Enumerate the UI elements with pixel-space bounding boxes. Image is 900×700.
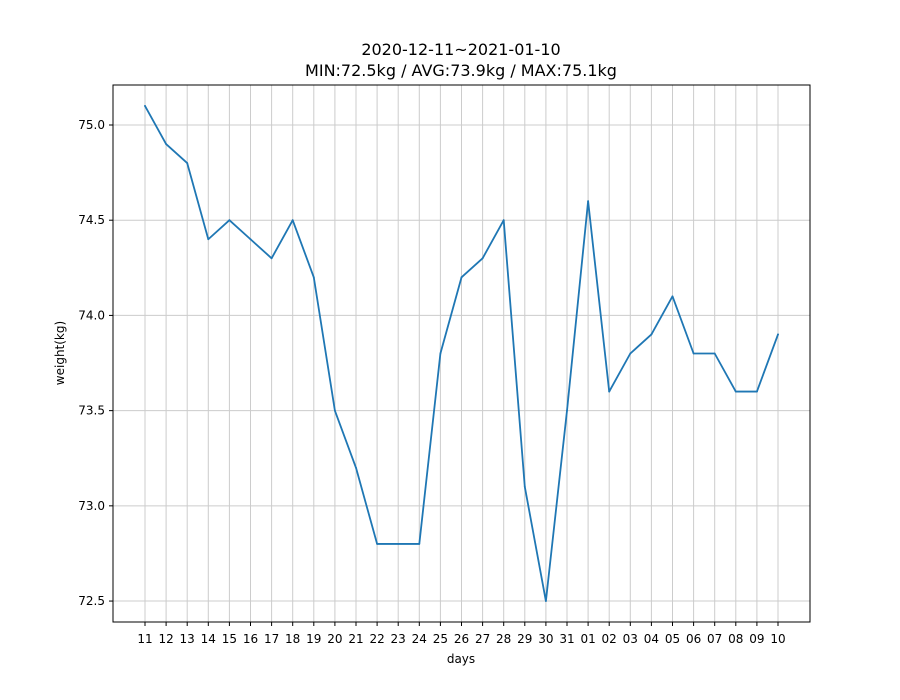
data-point — [418, 543, 421, 545]
x-tick-label: 14 — [201, 632, 216, 646]
grid-lines — [113, 85, 810, 622]
data-point — [545, 600, 547, 602]
data-point — [207, 238, 210, 241]
y-tick-label: 73.0 — [78, 499, 105, 513]
data-point — [777, 333, 779, 336]
x-tick-label: 11 — [137, 632, 152, 646]
data-point — [650, 333, 653, 336]
x-tick-label: 02 — [602, 632, 617, 646]
x-tick-label: 27 — [475, 632, 490, 646]
chart-title-line-2: MIN:72.5kg / AVG:73.9kg / MAX:75.1kg — [305, 61, 617, 80]
y-tick-label: 73.5 — [78, 404, 105, 418]
data-point — [608, 390, 611, 393]
data-point — [502, 219, 505, 222]
data-point — [671, 295, 674, 298]
data-point — [355, 466, 357, 469]
data-point — [523, 485, 526, 488]
x-tick-label: 09 — [749, 632, 764, 646]
x-tick-label: 31 — [559, 632, 574, 646]
data-point — [270, 257, 273, 260]
x-tick-label: 05 — [665, 632, 680, 646]
data-point — [439, 352, 442, 355]
x-tick-label: 24 — [412, 632, 427, 646]
data-point — [756, 390, 758, 393]
x-tick-label: 01 — [580, 632, 595, 646]
y-axis-ticks: 72.5 73.0 73.5 74.0 74.5 75.0 — [78, 118, 113, 608]
data-point — [228, 219, 231, 222]
data-point — [460, 276, 463, 279]
y-tick-label: 74.5 — [78, 213, 105, 227]
x-tick-label: 17 — [264, 632, 279, 646]
y-tick-label: 72.5 — [78, 594, 105, 608]
data-point — [312, 276, 315, 279]
x-tick-label: 19 — [306, 632, 321, 646]
x-tick-label: 26 — [454, 632, 469, 646]
x-tick-label: 06 — [686, 632, 701, 646]
data-point — [566, 409, 568, 412]
x-tick-label: 08 — [728, 632, 743, 646]
data-point — [734, 390, 737, 393]
data-point — [692, 352, 695, 355]
y-axis-label: weight(kg) — [53, 321, 67, 385]
data-point — [397, 543, 400, 545]
data-point — [249, 238, 252, 241]
data-point — [186, 162, 189, 164]
x-tick-label: 13 — [180, 632, 195, 646]
x-axis-ticks: 11 12 13 14 15 16 17 18 19 20 21 22 23 24 25 26 27 28 29 30… — [137, 622, 786, 646]
x-tick-label: 23 — [391, 632, 406, 646]
data-point — [334, 409, 336, 412]
x-tick-label: 28 — [496, 632, 511, 646]
x-tick-label: 25 — [433, 632, 448, 646]
y-tick-label: 74.0 — [78, 308, 105, 322]
y-tick-label: 75.0 — [78, 118, 105, 132]
x-tick-label: 16 — [243, 632, 258, 646]
data-point — [376, 543, 378, 545]
x-tick-label: 03 — [623, 632, 638, 646]
x-tick-label: 10 — [770, 632, 785, 646]
series-layer — [144, 105, 779, 602]
x-tick-label: 04 — [644, 632, 659, 646]
x-tick-label: 21 — [348, 632, 363, 646]
x-tick-label: 07 — [707, 632, 722, 646]
x-axis-label: days — [447, 652, 475, 666]
chart-title-line-1: 2020-12-11~2021-01-10 — [361, 40, 560, 59]
x-tick-label: 20 — [327, 632, 342, 646]
data-point — [629, 352, 632, 355]
data-point — [291, 219, 294, 222]
x-tick-label: 22 — [369, 632, 384, 646]
data-point — [587, 200, 589, 203]
x-tick-label: 29 — [517, 632, 532, 646]
data-point — [481, 257, 484, 260]
data-point — [713, 352, 716, 355]
x-tick-label: 12 — [158, 632, 173, 646]
x-tick-label: 15 — [222, 632, 237, 646]
data-point — [144, 105, 146, 107]
x-tick-label: 18 — [285, 632, 300, 646]
data-point — [165, 143, 168, 145]
x-tick-label: 30 — [538, 632, 553, 646]
